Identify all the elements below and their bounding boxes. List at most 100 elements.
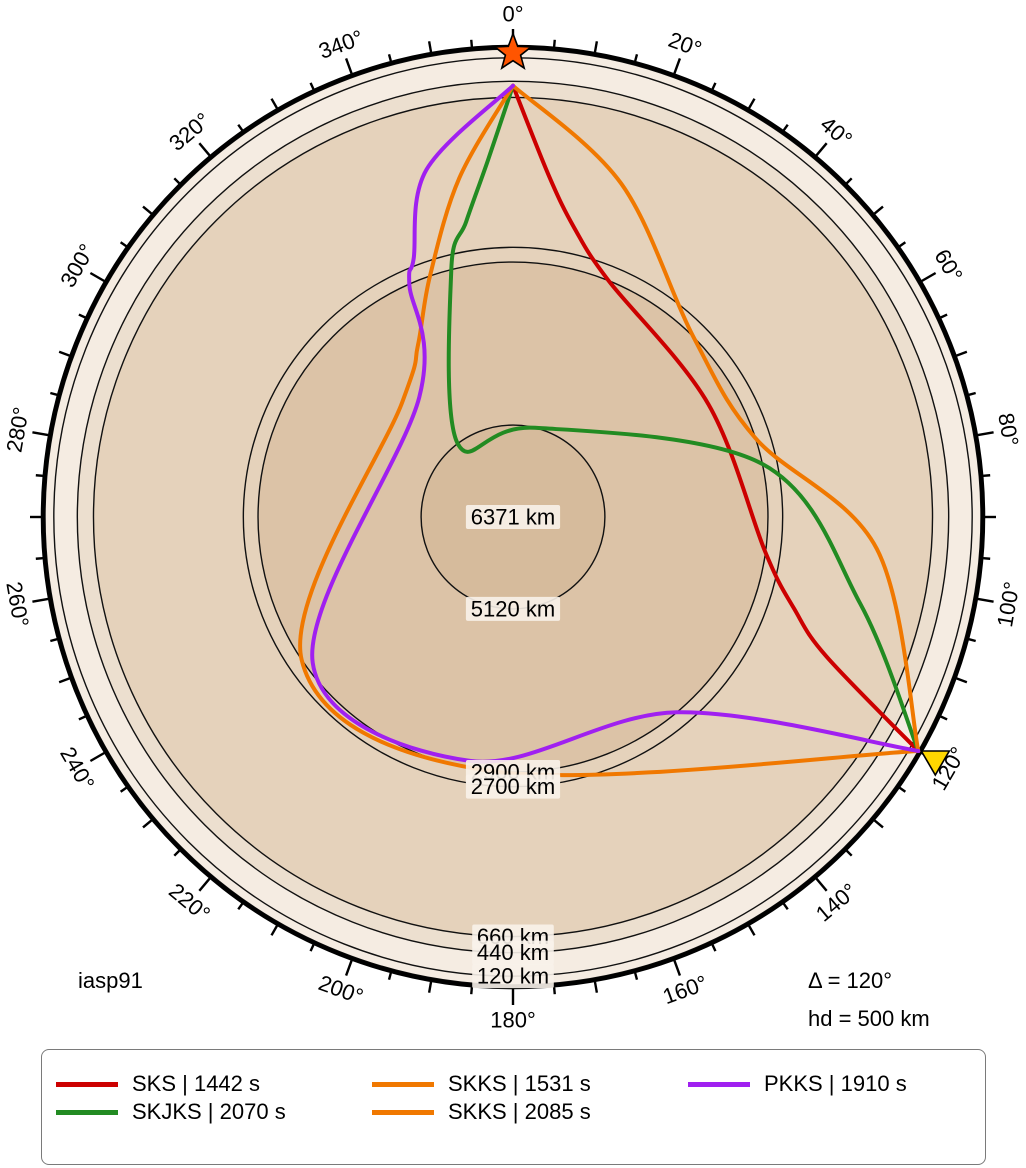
angle-tick [782,123,789,132]
angle-tick [634,54,639,62]
angle-tick [552,987,556,995]
angle-tick [815,877,828,892]
angle-tick [119,786,128,793]
legend-swatch [372,1109,434,1115]
angle-tick [32,597,49,603]
angle-tick [89,271,105,283]
angle-tick [470,987,474,995]
angle-tick [873,205,884,215]
angle-tick [270,925,279,936]
angle-tick [198,142,211,157]
angle-tick-label: 60° [929,245,967,286]
angle-tick [956,350,968,357]
angle-tick [983,556,991,560]
depth-label-6371: 6371 km [471,505,555,530]
angle-tick-label: 100° [992,580,1025,629]
depth-label-5120-bg [465,596,561,621]
angle-tick [898,786,907,793]
ray-path-sks [511,83,921,753]
angle-tick [270,98,279,109]
angle-tick-label: 280° [1,405,34,454]
angle-tick [344,58,353,74]
receiver-triangle [919,750,951,777]
angle-tick [173,177,181,185]
angle-tick [32,431,49,437]
depth-label-440-bg [472,940,554,965]
ray-path-skjks [446,83,921,753]
legend-swatch [372,1081,434,1087]
angle-tick [711,82,717,90]
angle-tick [593,41,599,53]
depth-label-440: 440 km [477,940,549,965]
angle-tick-label: 200° [315,970,366,1009]
angle-tick [142,205,153,215]
angle-tick [977,431,994,437]
angle-tick [309,944,315,952]
angle-tick-label: 180° [490,1008,536,1033]
angle-tick [747,98,756,109]
angle-tick [673,58,682,74]
angle-tick [173,849,181,857]
angle-tick [782,902,789,911]
model-label: iasp91 [78,968,143,993]
depth-label-120: 120 km [477,964,549,989]
angle-tick-label: 260° [1,580,34,629]
depth-label: hd = 500 km [808,1006,930,1031]
angle-tick [142,819,153,829]
legend-label: PKKS | 1910 s [764,1071,907,1096]
angle-tick [921,271,937,283]
legend-swatch [56,1081,118,1087]
legend-swatch [688,1081,750,1087]
angle-tick [35,474,43,478]
legend-item-skks-1: SKKS | 1531 s [372,1070,591,1098]
legend-item-skks-2: SKKS | 2085 s [372,1098,591,1126]
angle-tick [873,819,884,829]
angle-tick [673,960,682,976]
angle-tick-label: 40° [816,111,858,152]
angle-tick [940,715,948,721]
angle-tick [387,54,392,62]
depth-label-5120: 5120 km [471,596,555,621]
angle-tick [711,944,717,952]
angle-tick-label: 160° [659,970,710,1009]
legend: SKS | 1442 s SKJKS | 2070 s SKKS | 1531 … [41,1049,986,1165]
angle-tick [983,474,991,478]
angle-tick [78,715,86,721]
depth-label-6371-bg [465,505,561,529]
angle-tick [552,39,556,47]
angle-tick [119,241,128,248]
angle-tick [58,677,70,684]
angle-tick-label: 220° [164,878,215,926]
legend-swatch [56,1109,118,1115]
angle-tick [387,972,392,980]
angle-tick-label: 340° [315,25,366,64]
angle-tick [747,925,756,936]
angle-tick [815,142,828,157]
angle-tick [956,677,968,684]
angle-tick [344,960,353,976]
angle-tick [427,981,433,993]
angle-tick [78,313,86,319]
angle-tick [470,39,474,47]
angle-tick-label: 300° [55,240,99,292]
angle-tick [593,981,599,993]
angle-tick [35,556,43,560]
legend-label: SKKS | 2085 s [448,1099,591,1124]
angle-tick [845,849,853,857]
ray-path-pkks [310,83,921,764]
distance-label: Δ = 120° [808,968,892,993]
angle-tick [89,751,105,763]
legend-item-pkks: PKKS | 1910 s [688,1070,907,1098]
legend-item-skjks: SKJKS | 2070 s [56,1098,286,1126]
angle-tick [427,41,433,53]
legend-item-sks: SKS | 1442 s [56,1070,260,1098]
angle-tick [309,82,315,90]
depth-label-2700-bg [465,774,561,799]
angle-tick-label: 0° [502,2,523,27]
angle-tick [58,350,70,357]
angle-tick-label: 240° [55,743,99,795]
angle-tick-label: 20° [665,27,705,62]
angle-tick [898,241,907,248]
